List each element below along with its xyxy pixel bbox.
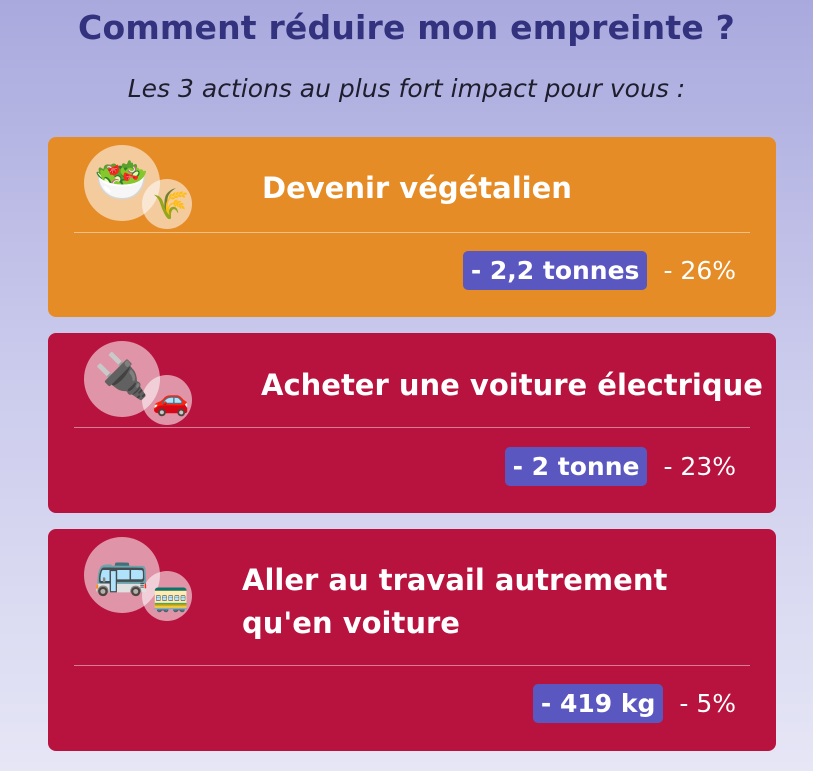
action-card-commute[interactable]: 🚌 🚃 Aller au travail autrement qu'en voi… (48, 529, 776, 751)
reduction-amount-badge: - 2,2 tonnes (462, 251, 648, 290)
reduction-amount-badge: - 2 tonne (504, 447, 648, 486)
action-icon-group: 🥗 🌾 (84, 145, 204, 231)
reduction-percent: - 5% (679, 689, 736, 718)
footprint-reduction: - 419 kg - 5% (532, 684, 736, 723)
action-title: Acheter une voiture électrique (261, 368, 763, 402)
electric-plug-icon: 🔌 (94, 352, 149, 401)
action-icon-group: 🔌 🚗 (84, 341, 204, 427)
card-divider (74, 232, 750, 233)
icon-background-circle-small (142, 571, 192, 621)
action-card-electric-car[interactable]: 🔌 🚗 Acheter une voiture électrique - 2 t… (48, 333, 776, 513)
page-title: Comment réduire mon empreinte ? (78, 8, 735, 47)
car-icon: 🚗 (152, 384, 190, 417)
reduction-percent: - 23% (663, 452, 736, 481)
reduction-percent: - 26% (663, 256, 736, 285)
icon-background-circle-small (142, 375, 192, 425)
action-icon-group: 🚌 🚃 (84, 537, 204, 623)
bus-icon: 🚌 (94, 548, 149, 597)
card-divider (74, 665, 750, 666)
rice-plant-icon: 🌾 (152, 188, 190, 221)
card-divider (74, 427, 750, 428)
page-subtitle: Les 3 actions au plus fort impact pour v… (127, 74, 686, 103)
action-title: Devenir végétalien (262, 171, 572, 205)
salad-icon: 🥗 (94, 156, 149, 205)
train-icon: 🚃 (152, 580, 190, 613)
icon-background-circle-small (142, 179, 192, 229)
reduction-amount-badge: - 419 kg (532, 684, 664, 723)
action-title: Aller au travail autrement qu'en voiture (242, 563, 668, 640)
footprint-reduction: - 2 tonne - 23% (504, 447, 736, 486)
footprint-reduction: - 2,2 tonnes - 26% (462, 251, 736, 290)
action-card-vegan[interactable]: 🥗 🌾 Devenir végétalien - 2,2 tonnes - 26… (48, 137, 776, 317)
